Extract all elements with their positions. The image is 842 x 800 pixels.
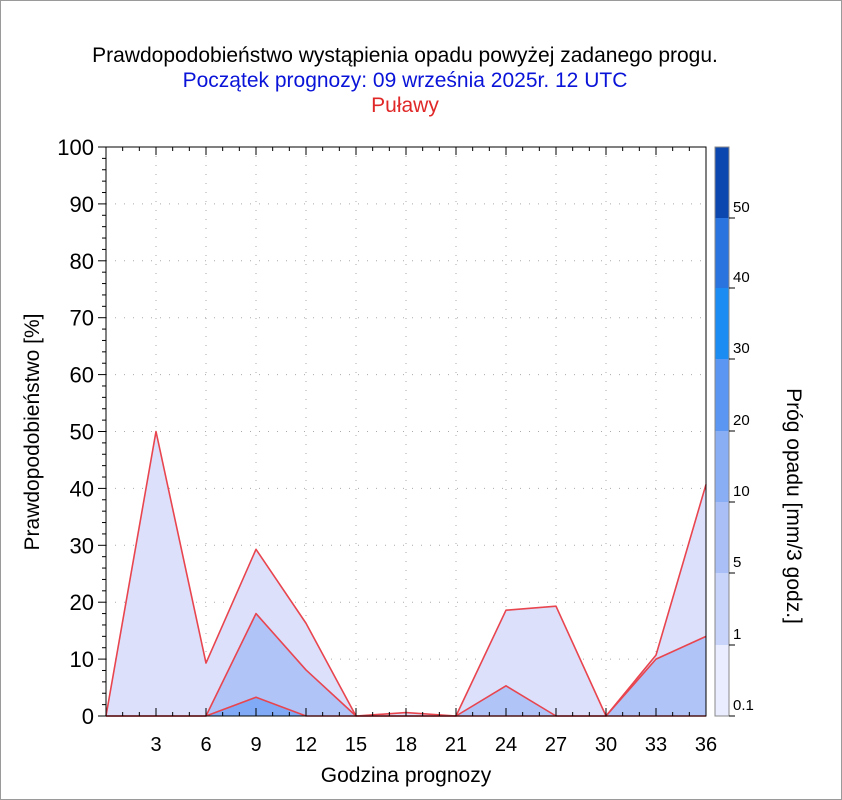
plot-areas — [106, 431, 706, 716]
x-tick-label: 15 — [345, 734, 367, 756]
y-axis-label: Prawdopodobieństwo [%] — [21, 314, 44, 551]
x-tick-label: 27 — [545, 734, 567, 756]
y-tick-label: 20 — [70, 590, 94, 615]
colorbar-tick-label: 30 — [733, 340, 750, 357]
colorbar-tick-label: 20 — [733, 412, 750, 429]
x-tick-label: 33 — [645, 734, 667, 756]
colorbar-tick-label: 10 — [733, 483, 750, 500]
x-tick-label: 30 — [595, 734, 617, 756]
y-tick-label: 100 — [57, 135, 94, 160]
y-tick-label: 60 — [70, 363, 94, 388]
y-axis-ticks: 0 10 20 30 40 50 60 70 80 90 100 — [57, 135, 106, 729]
x-axis-label: Godzina prognozy — [321, 764, 492, 787]
x-tick-label: 36 — [695, 734, 717, 756]
grid-lines — [106, 147, 706, 716]
colorbar-segment — [715, 359, 729, 431]
colorbar-tick-label: 50 — [733, 199, 750, 216]
y-tick-label: 90 — [70, 192, 94, 217]
x-tick-label: 24 — [495, 734, 517, 756]
y-tick-label: 80 — [70, 249, 94, 274]
x-tick-label: 9 — [250, 734, 261, 756]
x-tick-label: 3 — [150, 734, 161, 756]
colorbar-tick-label: 1 — [733, 626, 741, 643]
y-tick-label: 50 — [70, 420, 94, 445]
y-tick-label: 40 — [70, 476, 94, 501]
colorbar: 0.1 1 5 10 20 30 40 50 — [714, 146, 754, 717]
colorbar-label: Próg opadu [mm/3 godz.] — [782, 388, 805, 624]
x-tick-label: 12 — [295, 734, 317, 756]
colorbar-segment — [715, 502, 729, 573]
colorbar-segment — [715, 645, 729, 716]
x-tick-label: 18 — [395, 734, 417, 756]
y-tick-label: 0 — [82, 704, 94, 729]
area-threshold-1 — [106, 431, 706, 716]
x-axis-ticks: 3 6 9 12 15 18 21 24 27 30 33 36 — [122, 147, 717, 756]
colorbar-segment — [715, 147, 729, 218]
colorbar-segment — [715, 573, 729, 645]
x-tick-label: 21 — [445, 734, 467, 756]
y-tick-label: 30 — [70, 533, 94, 558]
x-tick-label: 6 — [200, 734, 211, 756]
colorbar-tick-label: 40 — [733, 269, 750, 286]
y-tick-label: 70 — [70, 306, 94, 331]
colorbar-segment — [715, 218, 729, 288]
colorbar-segment — [715, 288, 729, 359]
chart-location: Puławy — [371, 94, 439, 117]
colorbar-tick-label: 0.1 — [733, 697, 754, 714]
y-tick-label: 10 — [70, 647, 94, 672]
area-threshold-2 — [106, 613, 706, 716]
colorbar-tick-label: 5 — [733, 554, 741, 571]
colorbar-segment — [715, 431, 729, 502]
chart-subtitle: Początek prognozy: 09 września 2025r. 12… — [183, 69, 628, 92]
chart-title: Prawdopodobieństwo wystąpienia opadu pow… — [92, 44, 718, 67]
